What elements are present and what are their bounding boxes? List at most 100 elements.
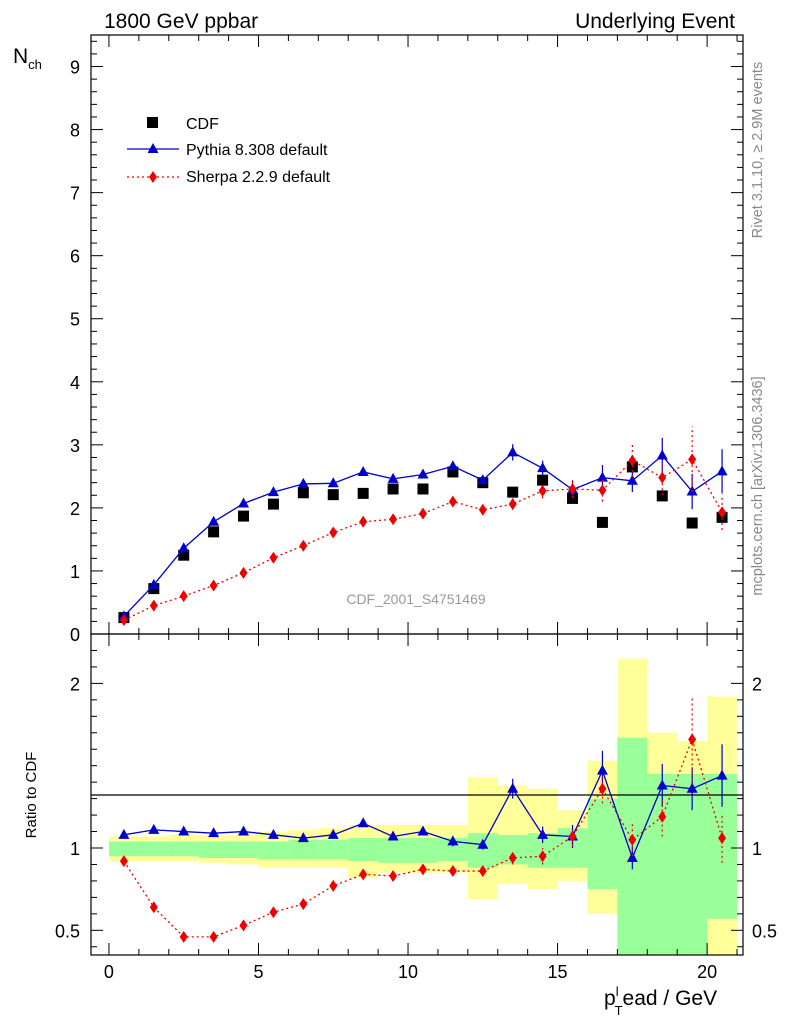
cdf-marker (686, 517, 698, 529)
ratio-uncertainty-bands (108, 658, 738, 955)
cdf-marker (357, 487, 369, 499)
sherpa-marker (329, 526, 338, 539)
pythia-marker (297, 477, 309, 488)
pythia-ratio-marker (208, 827, 220, 838)
sherpa-marker (538, 484, 547, 497)
y-tick-label-main: 4 (70, 373, 80, 393)
header-right-title: Underlying Event (575, 10, 735, 33)
pythia-marker (327, 477, 339, 488)
sherpa-marker (209, 579, 218, 592)
main-panel-series (118, 426, 728, 627)
pythia-ratio-marker (238, 825, 250, 836)
cdf-marker (656, 490, 668, 502)
pythia-marker (477, 474, 489, 485)
sherpa-marker (299, 539, 308, 552)
sherpa-marker (658, 471, 667, 484)
x-tick-label: 5 (253, 962, 263, 982)
sherpa-ratio-marker (718, 832, 727, 845)
sherpa-ratio-marker (359, 868, 368, 881)
sherpa-ratio-marker (149, 901, 158, 914)
pythia-marker (357, 465, 369, 476)
sherpa-marker (628, 454, 637, 467)
ratio-band-green (288, 839, 319, 860)
ratio-band-green (437, 838, 468, 862)
pythia-marker (656, 449, 668, 460)
pythia-ratio-marker (327, 828, 339, 839)
y-axis-title-main: Nch (13, 45, 42, 72)
ratio-band-green (348, 838, 379, 862)
pythia-ratio-marker (716, 769, 728, 780)
pythia-ratio-marker (596, 764, 608, 775)
pythia-ratio-marker (178, 825, 190, 836)
ratio-band-green (228, 841, 259, 858)
sherpa-marker (389, 513, 398, 526)
pythia-ratio-marker (118, 828, 130, 839)
ratio-panel-series (118, 698, 728, 943)
sherpa-marker (688, 453, 697, 466)
sherpa-ratio-marker (389, 869, 398, 882)
cdf-marker (238, 510, 250, 522)
pythia-ratio-marker (297, 832, 309, 843)
sherpa-marker (359, 515, 368, 528)
sherpa-marker (508, 498, 517, 511)
sherpa-marker (179, 590, 188, 603)
pythia-ratio-marker (656, 779, 668, 790)
x-tick-label: 15 (548, 962, 568, 982)
x-tick-label: 20 (697, 962, 717, 982)
ratio-band-green (587, 798, 618, 890)
ratio-band-green (198, 841, 229, 858)
pythia-ratio-marker (626, 851, 638, 862)
cdf-marker (297, 487, 309, 499)
y-tick-label-ratio: 1 (70, 839, 80, 859)
y-tick-label-ratio: 0.5 (55, 921, 80, 941)
pythia-marker (537, 462, 549, 473)
y-tick-label-main: 7 (70, 184, 80, 204)
pythia-marker (507, 446, 519, 457)
pythia-marker (596, 471, 608, 482)
y-tick-label-main: 1 (70, 562, 80, 582)
ratio-band-green (138, 841, 169, 857)
cdf-marker (267, 498, 279, 510)
legend: CDF Pythia 8.308 default Sherpa 2.2.9 de… (127, 116, 331, 186)
pythia-marker (267, 486, 279, 497)
sherpa-marker (448, 495, 457, 508)
x-axis-title: pl Tead / GeV (604, 984, 717, 1018)
rivet-label: Rivet 3.1.10, ≥ 2.9M events (750, 62, 766, 238)
y-axis-title-ratio: Ratio to CDF (23, 752, 40, 839)
legend-marker-pythia (147, 143, 159, 153)
sherpa-ratio-marker (299, 897, 308, 910)
x-tick-label: 0 (104, 962, 114, 982)
sherpa-marker (149, 599, 158, 612)
cdf-marker (208, 526, 220, 538)
sherpa-ratio-marker (508, 851, 517, 864)
ratio-band-green (378, 838, 409, 863)
pythia-marker (417, 468, 429, 479)
sherpa-marker (568, 482, 577, 495)
y-tick-label-main: 8 (70, 121, 80, 141)
pythia-marker (716, 465, 728, 476)
legend-label-cdf: CDF (186, 116, 219, 133)
sherpa-ratio-marker (478, 865, 487, 878)
ratio-band-green (467, 833, 498, 868)
sherpa-marker (598, 484, 607, 497)
ratio-band-green (408, 838, 438, 863)
pythia-ratio-marker (148, 823, 160, 834)
y-tick-label-main: 6 (70, 247, 80, 267)
cdf-marker (387, 483, 399, 495)
ratio-band-green (108, 841, 139, 857)
pythia-ratio-marker (507, 782, 519, 793)
sherpa-ratio-marker (568, 830, 577, 843)
legend-label-pythia: Pythia 8.308 default (186, 142, 328, 159)
cdf-marker (596, 516, 608, 528)
pythia-marker (178, 542, 190, 553)
sherpa-ratio-marker (329, 879, 338, 892)
sherpa-marker (718, 506, 727, 519)
pythia-marker (148, 578, 160, 589)
pythia-marker (387, 472, 399, 483)
pythia-marker (208, 515, 220, 526)
legend-marker-cdf (147, 117, 158, 128)
pythia-ratio-marker (686, 782, 698, 793)
y-tick-label-main: 5 (70, 310, 80, 330)
ratio-panel-frame (90, 633, 744, 956)
